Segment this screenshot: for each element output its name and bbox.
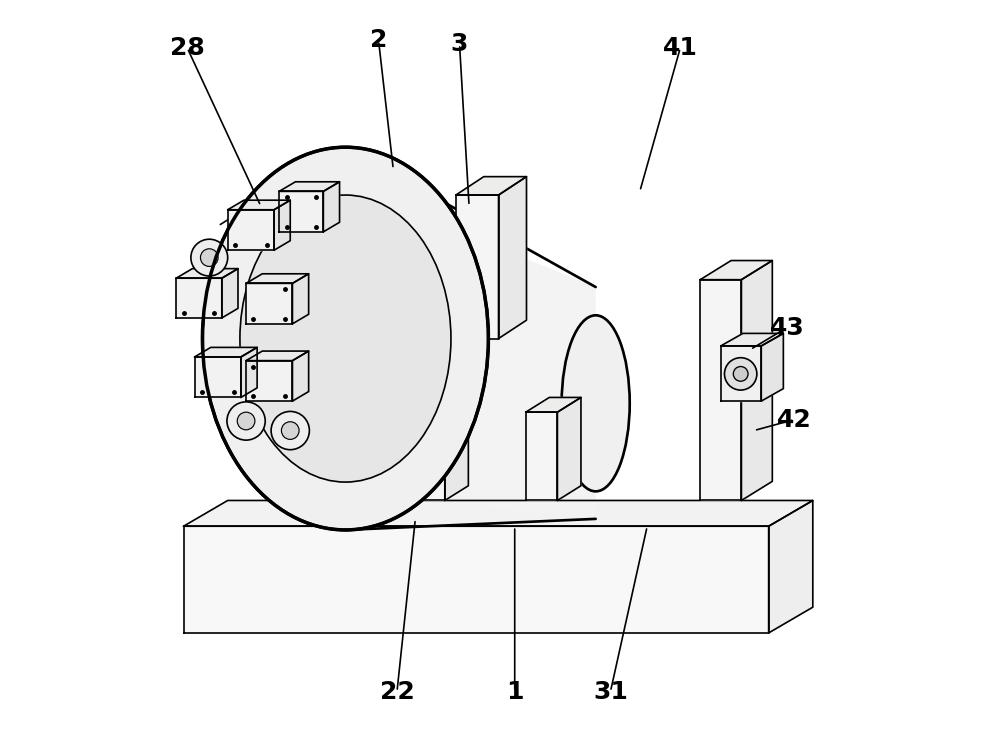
Polygon shape — [456, 195, 499, 339]
Polygon shape — [176, 269, 238, 278]
Polygon shape — [323, 182, 340, 232]
Polygon shape — [246, 361, 292, 401]
Polygon shape — [526, 412, 557, 500]
Polygon shape — [413, 397, 468, 412]
Polygon shape — [721, 346, 761, 401]
Text: 22: 22 — [380, 680, 414, 704]
Polygon shape — [246, 274, 309, 283]
Polygon shape — [557, 397, 581, 500]
Polygon shape — [700, 280, 741, 500]
Text: 3: 3 — [451, 32, 468, 56]
Polygon shape — [345, 185, 596, 519]
Polygon shape — [228, 210, 274, 250]
Polygon shape — [769, 500, 813, 633]
Polygon shape — [741, 261, 772, 500]
Polygon shape — [700, 261, 772, 280]
Polygon shape — [246, 283, 292, 324]
Polygon shape — [195, 347, 257, 357]
Polygon shape — [279, 191, 323, 232]
Polygon shape — [526, 397, 581, 412]
Circle shape — [227, 402, 265, 440]
Polygon shape — [246, 351, 309, 361]
Text: 31: 31 — [593, 680, 628, 704]
Polygon shape — [184, 500, 813, 526]
Ellipse shape — [202, 147, 488, 530]
Ellipse shape — [240, 195, 451, 482]
Circle shape — [271, 411, 309, 450]
Circle shape — [724, 358, 757, 390]
Text: 43: 43 — [770, 316, 804, 339]
Polygon shape — [241, 347, 257, 397]
Circle shape — [200, 249, 218, 266]
Polygon shape — [279, 182, 340, 191]
Polygon shape — [445, 397, 468, 500]
Text: 28: 28 — [170, 36, 205, 60]
Polygon shape — [721, 333, 783, 346]
Circle shape — [733, 367, 748, 381]
Text: 42: 42 — [777, 408, 812, 431]
Polygon shape — [292, 274, 309, 324]
Polygon shape — [195, 357, 241, 397]
Circle shape — [191, 239, 228, 276]
Polygon shape — [499, 177, 526, 339]
Polygon shape — [292, 351, 309, 401]
Polygon shape — [176, 278, 222, 318]
Polygon shape — [456, 177, 526, 195]
Text: 41: 41 — [663, 36, 698, 60]
Ellipse shape — [562, 315, 630, 492]
Circle shape — [281, 422, 299, 439]
Polygon shape — [228, 200, 290, 210]
Polygon shape — [761, 333, 783, 401]
Polygon shape — [222, 269, 238, 318]
Text: 1: 1 — [506, 680, 523, 704]
Circle shape — [237, 412, 255, 430]
Polygon shape — [413, 412, 445, 500]
Text: 2: 2 — [370, 29, 387, 52]
Polygon shape — [274, 200, 290, 250]
Polygon shape — [184, 526, 769, 633]
